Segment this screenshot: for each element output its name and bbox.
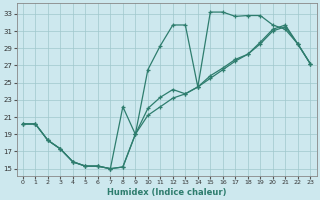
X-axis label: Humidex (Indice chaleur): Humidex (Indice chaleur): [107, 188, 226, 197]
